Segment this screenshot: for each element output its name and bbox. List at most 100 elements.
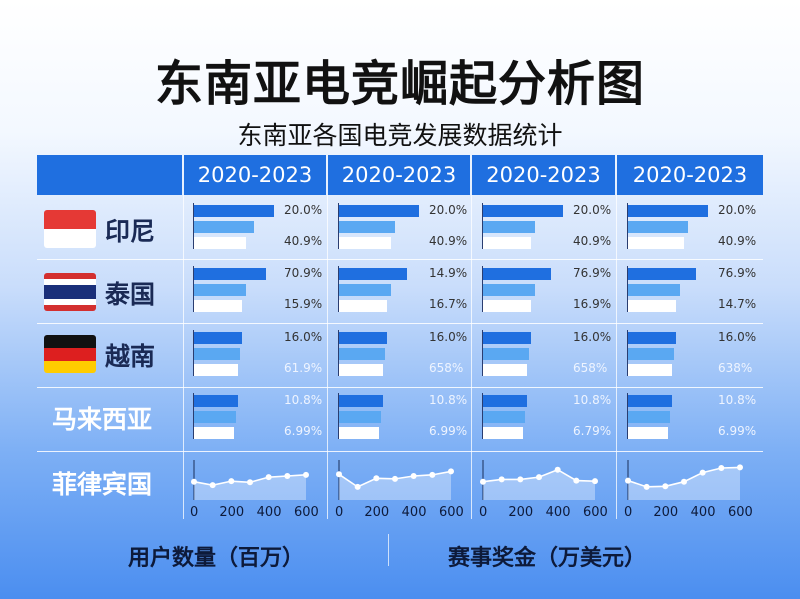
line-chart-0 [191, 460, 309, 500]
data-label: 16.0% [284, 330, 323, 344]
column-header: 2020-2023 [486, 163, 601, 187]
bar-2 [628, 427, 668, 439]
line-chart-3 [625, 460, 743, 500]
column-divider [616, 195, 617, 519]
bar-axis [627, 393, 628, 439]
bar-0 [194, 395, 238, 407]
data-label: 61.9% [284, 361, 323, 375]
bar-axis [482, 393, 483, 439]
data-label: 10.8% [284, 393, 323, 407]
tick-label: 600 [294, 505, 319, 520]
germany-flag-icon [44, 335, 96, 373]
bar-0 [483, 268, 551, 280]
line-chart-2 [480, 460, 598, 500]
bar-1 [194, 221, 254, 233]
bar-1 [483, 411, 525, 423]
line-point [737, 464, 743, 471]
line-point [643, 483, 650, 490]
tick-label: 400 [690, 505, 716, 520]
bar-1 [339, 411, 381, 423]
tick-label: 0 [190, 505, 199, 520]
tick-label: 200 [364, 505, 390, 520]
header-cell-0 [184, 155, 326, 195]
data-label: 14.9% [429, 266, 468, 280]
data-label: 16.0% [573, 330, 612, 344]
line-point [209, 482, 216, 489]
bar-2 [628, 300, 676, 312]
header-cell-2 [472, 155, 615, 195]
bar-0 [628, 205, 708, 217]
footer-divider [388, 534, 389, 566]
tick-label: 600 [583, 505, 608, 520]
data-label: 16.7% [429, 297, 468, 311]
bar-0 [628, 268, 696, 280]
data-label: 40.9% [718, 234, 757, 248]
bar-2 [339, 237, 391, 249]
bar-2 [628, 364, 672, 376]
footer-right-label: 赛事奖金（万美元） [448, 546, 647, 571]
line-area [483, 469, 595, 500]
line-point [592, 478, 598, 485]
line-point [373, 475, 380, 482]
bar-1 [628, 411, 670, 423]
line-point [498, 476, 505, 483]
bar-0 [194, 268, 266, 280]
bar-axis [627, 266, 628, 312]
column-header: 2020-2023 [341, 163, 457, 187]
tick-label: 400 [545, 505, 571, 520]
data-label: 6.99% [429, 424, 468, 438]
comparison-table: 2020-2023 2020-2023 2020-2023 2020-2023 … [37, 155, 763, 520]
page-subtitle: 东南亚各国电竞发展数据统计 [237, 121, 563, 150]
column-divider [183, 195, 184, 519]
bar-0 [339, 395, 383, 407]
line-area [339, 471, 451, 500]
bar-0 [628, 395, 672, 407]
row-label-indonesia: 印尼 [105, 217, 156, 246]
data-label: 10.8% [718, 393, 757, 407]
bar-axis [193, 203, 194, 249]
line-point [228, 478, 235, 485]
bar-2 [483, 364, 527, 376]
bar-0 [339, 332, 387, 344]
bar-0 [194, 332, 242, 344]
row-divider [37, 323, 763, 324]
data-label: 658% [573, 361, 608, 375]
line-point [429, 471, 436, 478]
bar-2 [194, 427, 234, 439]
bar-1 [194, 411, 236, 423]
line-point [480, 478, 486, 485]
data-label: 6.99% [718, 424, 757, 438]
bar-axis [193, 330, 194, 376]
data-label: 16.9% [573, 297, 612, 311]
data-label: 10.8% [573, 393, 612, 407]
bar-2 [339, 427, 379, 439]
data-label: 638% [718, 361, 753, 375]
bar-1 [194, 284, 246, 296]
line-point [517, 476, 524, 483]
line-point [354, 483, 361, 490]
page-title: 东南亚电竞崛起分析图 [154, 56, 645, 112]
line-point [573, 477, 580, 484]
bar-0 [483, 332, 531, 344]
bar-2 [194, 300, 242, 312]
bar-2 [194, 237, 246, 249]
bar-2 [628, 237, 684, 249]
bar-1 [483, 221, 535, 233]
bar-1 [483, 284, 535, 296]
bar-axis [193, 266, 194, 312]
row-divider [37, 451, 763, 452]
tick-label: 200 [653, 505, 679, 520]
header-cell-3 [617, 155, 763, 195]
bar-axis [338, 266, 339, 312]
line-point [247, 479, 253, 486]
bar-1 [339, 221, 395, 233]
bar-2 [339, 364, 383, 376]
bar-axis [482, 266, 483, 312]
bar-axis [338, 393, 339, 439]
header-cell-1 [328, 155, 470, 195]
bar-2 [483, 300, 531, 312]
line-point [662, 483, 669, 490]
line-point [265, 474, 272, 481]
data-label: 14.7% [718, 297, 757, 311]
bar-2 [194, 364, 238, 376]
